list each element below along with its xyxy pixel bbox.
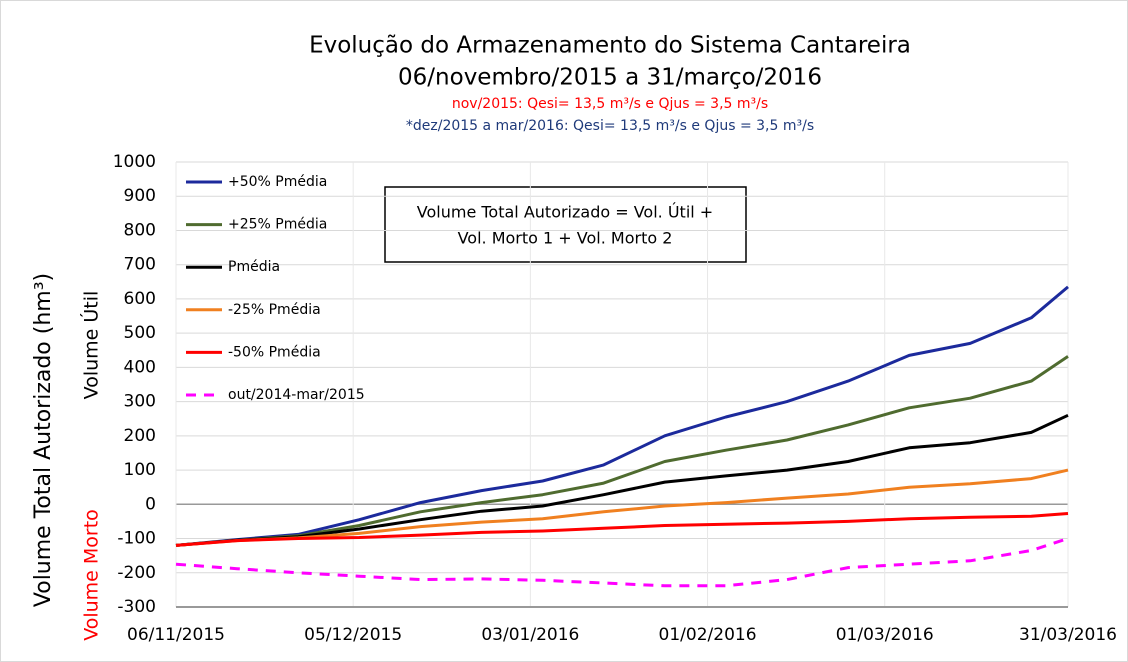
- legend-label: out/2014-mar/2015: [228, 387, 365, 403]
- annotation-text: Vol. Morto 1 + Vol. Morto 2: [458, 229, 673, 248]
- y-tick-label: 600: [124, 289, 156, 309]
- annotation-text: Volume Total Autorizado = Vol. Útil +: [417, 203, 713, 222]
- y-tick-label: 0: [145, 494, 156, 514]
- x-tick-label: 06/11/2015: [127, 625, 225, 645]
- series-line: [175, 285, 1069, 547]
- y-tick-label: 400: [124, 357, 156, 377]
- y-tick-label: 200: [124, 426, 156, 446]
- x-tick-label: 03/01/2016: [481, 625, 579, 645]
- y-tick-label: 900: [124, 186, 156, 206]
- x-tick-label: 05/12/2015: [304, 625, 402, 645]
- note: *dez/2015 a mar/2016: Qesi= 13,5 m³/s e …: [406, 118, 814, 134]
- chart-subtitle: 06/novembro/2015 a 31/março/2016: [398, 65, 822, 91]
- x-tick-label: 31/03/2016: [1019, 625, 1117, 645]
- legend-label: Pmédia: [228, 259, 280, 275]
- y-tick-label: -200: [117, 563, 156, 583]
- legend-label: +25% Pmédia: [228, 217, 327, 233]
- y-tick-label: -100: [117, 529, 156, 549]
- series-line: [175, 512, 1069, 547]
- chart-title: Evolução do Armazenamento do Sistema Can…: [309, 33, 911, 59]
- x-tick-label: 01/03/2016: [836, 625, 934, 645]
- series-line: [175, 537, 1069, 588]
- y-tick-label: -300: [117, 597, 156, 617]
- legend-label: -25% Pmédia: [228, 302, 321, 318]
- y-zone-label: Volume Morto: [81, 509, 103, 641]
- y-zone-label: Volume Útil: [79, 291, 103, 400]
- series-line: [175, 355, 1069, 547]
- y-tick-label: 500: [124, 323, 156, 343]
- x-tick-label: 01/02/2016: [659, 625, 757, 645]
- y-tick-label: 700: [124, 255, 156, 275]
- y-tick-label: 100: [124, 460, 156, 480]
- note: nov/2015: Qesi= 13,5 m³/s e Qjus = 3,5 m…: [452, 96, 768, 112]
- y-tick-label: 300: [124, 392, 156, 412]
- legend-label: +50% Pmédia: [228, 174, 327, 190]
- legend-label: -50% Pmédia: [228, 344, 321, 360]
- series-line: [175, 468, 1069, 547]
- series-line: [175, 413, 1069, 547]
- y-tick-label: 800: [124, 220, 156, 240]
- annotation-box: [384, 186, 747, 263]
- y-axis-title: Volume Total Autorizado (hm³): [31, 273, 56, 607]
- y-tick-label: 1000: [113, 152, 156, 172]
